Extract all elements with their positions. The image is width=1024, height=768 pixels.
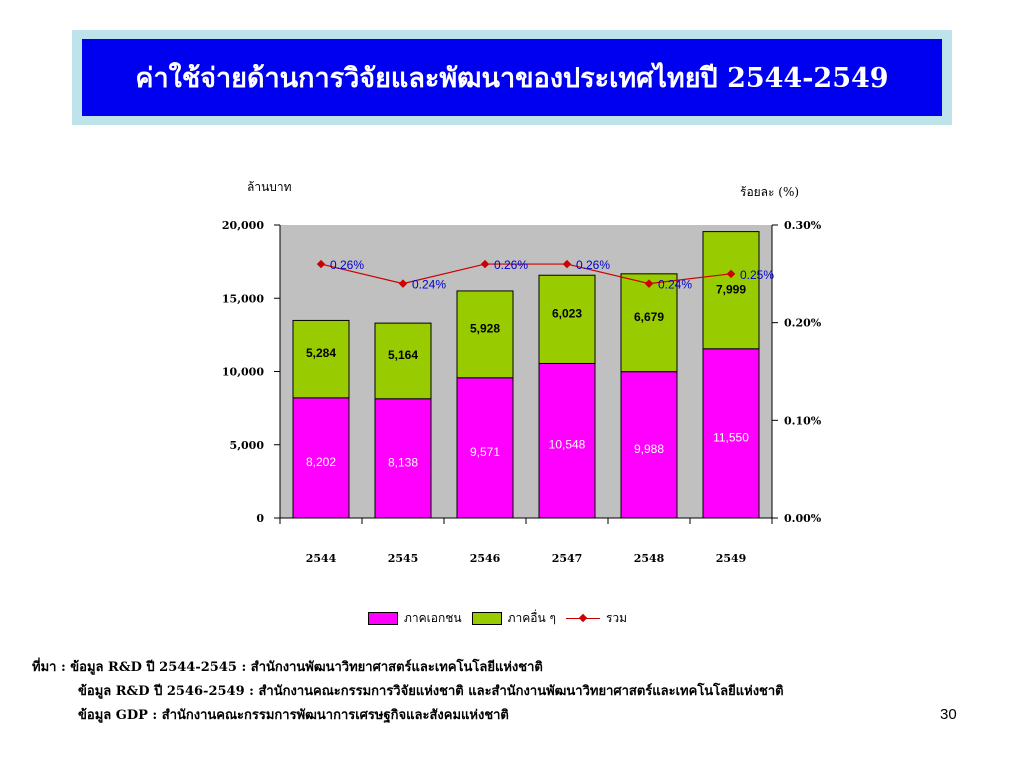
bar-other <box>456 290 514 379</box>
left-axis: 0 5,000 10,000 15,000 20,000 <box>222 219 281 525</box>
legend-label-private: ภาคเอกชน <box>404 611 462 625</box>
legend-item-other: ภาคอื่น ๆ <box>471 609 556 628</box>
total-marker <box>726 269 736 279</box>
bar-other <box>292 319 350 399</box>
legend-swatch-private <box>368 612 398 625</box>
total-line-path <box>320 263 732 285</box>
bar-private <box>456 377 514 519</box>
left-axis-tick-label: 5,000 <box>230 439 265 452</box>
bars: 8,202 5,284 8,138 5,164 9,571 5,928 10,548 6,02… <box>292 231 760 519</box>
total-marker <box>480 259 490 269</box>
legend-swatch-other <box>471 612 502 625</box>
total-marker <box>644 279 654 288</box>
left-axis-tick-label: 15,000 <box>222 292 264 305</box>
bar-private <box>538 362 596 519</box>
total-label: 0.24% <box>658 278 692 292</box>
bar-label-private: 8,138 <box>388 455 418 469</box>
x-axis-tick-label: 2547 <box>552 552 583 565</box>
x-axis-tick-label: 2544 <box>306 552 337 565</box>
x-axis-tick-label: 2548 <box>634 552 665 565</box>
total-label: 0.24% <box>412 278 446 292</box>
right-axis: 0.00% 0.10% 0.20% 0.30% <box>771 219 822 525</box>
right-axis-tick-label: 0.00% <box>784 512 822 525</box>
legend-item-private: ภาคเอกชน <box>368 609 462 628</box>
x-axis-tick-label: 2549 <box>716 552 747 565</box>
bar-private <box>620 371 678 519</box>
total-label: 0.25% <box>740 268 774 282</box>
total-label: 0.26% <box>576 258 610 272</box>
y2-axis-title: ร้อยละ (%) <box>740 185 799 199</box>
bar-label-private: 9,988 <box>634 442 664 456</box>
bar-label-private: 9,571 <box>470 445 500 459</box>
bar-label-other: 6,023 <box>552 306 582 320</box>
bar-label-private: 10,548 <box>549 438 586 452</box>
bar-label-other: 5,928 <box>470 321 500 335</box>
left-axis-tick-label: 0 <box>256 512 264 525</box>
right-axis-tick-label: 0.30% <box>784 219 822 232</box>
bar-other <box>702 231 760 350</box>
total-marker <box>398 279 408 288</box>
x-axis: 2544 2545 2546 2547 2548 2549 <box>279 517 773 565</box>
x-axis-tick-label: 2545 <box>388 552 419 565</box>
legend-line-total <box>565 612 600 625</box>
right-axis-tick-label: 0.20% <box>784 317 822 330</box>
x-axis-tick-label: 2546 <box>470 552 501 565</box>
left-axis-tick-label: 10,000 <box>222 366 264 379</box>
bar-other <box>620 273 678 373</box>
source-line-1: ที่มา : ข้อมูล R&D ปี 2544-2545 : สำนักง… <box>32 660 543 675</box>
total-marker <box>562 259 572 269</box>
legend-label-other: ภาคอื่น ๆ <box>507 611 556 625</box>
left-axis-tick-label: 20,000 <box>222 219 264 232</box>
source-line-2: ข้อมูล R&D ปี 2546-2549 : สำนักงานคณะกรร… <box>78 684 784 699</box>
bar-label-private: 8,202 <box>306 455 336 469</box>
title-frame: ค่าใช้จ่ายด้านการวิจัยและพัฒนาของประเทศไ… <box>72 30 952 125</box>
source-notes: ที่มา : ข้อมูล R&D ปี 2544-2545 : สำนักง… <box>32 656 784 728</box>
total-label: 0.26% <box>330 258 364 272</box>
right-axis-tick-label: 0.10% <box>784 414 822 427</box>
total-label: 0.26% <box>494 258 528 272</box>
chart: 0 5,000 10,000 15,000 20,000 0.00% 0.10% 0.20%… <box>222 180 822 565</box>
legend-item-total: รวม <box>565 609 628 628</box>
bar-private <box>702 348 760 519</box>
bar-other <box>538 274 596 364</box>
total-marker <box>316 259 326 269</box>
source-line-3: ข้อมูล GDP : สำนักงานคณะกรรมการพัฒนาการเ… <box>78 708 509 723</box>
bar-label-other: 5,164 <box>388 348 418 362</box>
title-banner: ค่าใช้จ่ายด้านการวิจัยและพัฒนาของประเทศไ… <box>82 39 942 116</box>
total-line: 0.26% 0.24% 0.26% 0.26% 0.24% 0.25% <box>316 258 774 292</box>
legend: ภาคเอกชน ภาคอื่น ๆ รวม <box>368 609 637 628</box>
page-number: 30 <box>940 706 957 723</box>
bar-label-other: 5,284 <box>306 346 336 360</box>
legend-label-total: รวม <box>605 611 628 625</box>
bar-label-other: 7,999 <box>716 283 746 297</box>
bar-label-private: 11,550 <box>713 430 749 444</box>
bar-other <box>374 322 432 400</box>
bar-private <box>292 397 350 519</box>
y-axis-title: ล้านบาท <box>247 180 292 194</box>
bar-label-other: 6,679 <box>634 310 664 324</box>
slide-title: ค่าใช้จ่ายด้านการวิจัยและพัฒนาของประเทศไ… <box>135 63 889 94</box>
